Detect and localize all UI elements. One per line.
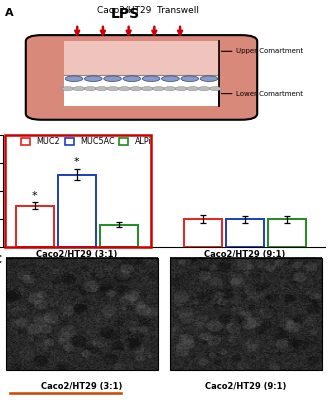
FancyArrowPatch shape [101, 27, 105, 34]
Bar [16, 206, 54, 248]
Bar [226, 219, 264, 248]
FancyBboxPatch shape [64, 41, 219, 76]
FancyBboxPatch shape [26, 35, 257, 120]
FancyArrowPatch shape [75, 27, 79, 34]
Bar [58, 175, 96, 248]
Ellipse shape [104, 76, 121, 82]
Ellipse shape [84, 76, 102, 82]
Text: A: A [5, 8, 13, 18]
FancyArrowPatch shape [153, 27, 156, 34]
Text: Caco2/HT29 (3:1): Caco2/HT29 (3:1) [41, 382, 123, 391]
Ellipse shape [164, 87, 176, 91]
Ellipse shape [107, 87, 119, 91]
Ellipse shape [200, 76, 218, 82]
Ellipse shape [65, 76, 83, 82]
Ellipse shape [187, 87, 199, 91]
FancyArrowPatch shape [127, 27, 131, 34]
Ellipse shape [123, 76, 141, 82]
Ellipse shape [73, 87, 85, 91]
Ellipse shape [95, 87, 108, 91]
Text: Caco2/HT29  Transwell: Caco2/HT29 Transwell [97, 6, 199, 15]
Ellipse shape [209, 87, 221, 91]
FancyArrowPatch shape [178, 27, 182, 34]
Bar [100, 225, 138, 248]
Ellipse shape [118, 87, 131, 91]
Bar [5, 135, 152, 248]
Ellipse shape [61, 87, 74, 91]
Ellipse shape [162, 76, 179, 82]
Bar [268, 219, 306, 248]
Bar [171, 258, 321, 370]
Ellipse shape [84, 87, 96, 91]
Bar [184, 219, 222, 248]
Text: C: C [0, 255, 2, 265]
Legend: MUC2, MUC5AC, ALPi: MUC2, MUC5AC, ALPi [20, 136, 153, 147]
Text: LPS: LPS [111, 7, 140, 21]
Ellipse shape [175, 87, 187, 91]
Text: Lower Comartment: Lower Comartment [236, 91, 303, 97]
Ellipse shape [141, 87, 153, 91]
Ellipse shape [181, 76, 198, 82]
Text: *: * [32, 191, 38, 201]
Text: Caco2/HT29 (9:1): Caco2/HT29 (9:1) [205, 382, 287, 391]
Ellipse shape [153, 87, 165, 91]
Ellipse shape [142, 76, 160, 82]
FancyBboxPatch shape [64, 41, 219, 106]
Bar [7, 258, 157, 370]
Text: *: * [74, 158, 80, 168]
Ellipse shape [198, 87, 210, 91]
Text: Upper Comartment: Upper Comartment [236, 48, 303, 54]
Ellipse shape [130, 87, 142, 91]
